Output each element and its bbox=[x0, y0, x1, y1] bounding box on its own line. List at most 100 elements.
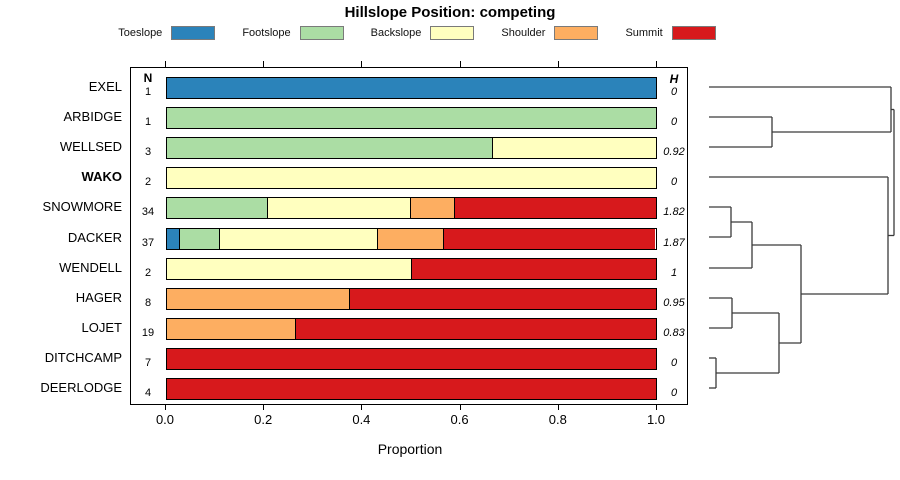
bar-segment-footslope bbox=[167, 138, 494, 159]
bar-segment-summit bbox=[167, 379, 656, 399]
row-label-wendell: WENDELL bbox=[59, 259, 122, 275]
stacked-bar-ditchcamp bbox=[166, 347, 657, 370]
stacked-bar-arbidge bbox=[166, 107, 657, 130]
x-tick-label: 0.2 bbox=[254, 412, 273, 427]
plot-area: N H 1 0 1 0 3 0.92 2 0 34 1.82 37 1.87 2 1 8 0.95 19 0.83… bbox=[130, 67, 688, 405]
n-column-header: N bbox=[143, 71, 153, 85]
stacked-bar-wendell bbox=[166, 257, 657, 280]
h-value: 0 bbox=[670, 116, 678, 129]
legend-label: Backslope bbox=[370, 26, 422, 39]
x-tick-bottom bbox=[459, 404, 461, 410]
n-value: 3 bbox=[144, 146, 152, 159]
h-value: 0 bbox=[670, 356, 678, 369]
x-tick-top bbox=[557, 61, 559, 67]
x-tick-label: 0.6 bbox=[450, 412, 469, 427]
stacked-bar-dacker bbox=[166, 227, 657, 250]
row-label-dacker: DACKER bbox=[67, 229, 122, 245]
h-value: 0 bbox=[670, 387, 678, 399]
n-value: 1 bbox=[144, 116, 152, 129]
legend-item: Footslope bbox=[242, 25, 344, 40]
bar-segment-footslope bbox=[167, 198, 268, 219]
x-tick-top bbox=[165, 61, 166, 67]
x-tick-bottom bbox=[165, 404, 166, 410]
h-value: 0 bbox=[670, 86, 678, 98]
bar-segment-shoulder bbox=[411, 198, 455, 219]
stacked-bar-hager bbox=[166, 287, 657, 310]
h-column-header: H bbox=[669, 72, 679, 86]
n-value: 37 bbox=[141, 236, 155, 249]
stacked-bar-wellsed bbox=[166, 137, 657, 160]
bar-segment-toeslope bbox=[167, 78, 656, 98]
h-value: 1 bbox=[670, 266, 678, 279]
legend-label: Footslope bbox=[242, 26, 291, 39]
n-value: 19 bbox=[141, 326, 155, 339]
chart-title: Hillslope Position: competing bbox=[344, 4, 556, 21]
h-value: 1.82 bbox=[663, 206, 685, 219]
row-label-lojet: LOJET bbox=[81, 319, 122, 335]
x-tick-top bbox=[459, 61, 461, 67]
n-value: 7 bbox=[144, 356, 152, 369]
legend-label: Shoulder bbox=[501, 26, 546, 39]
n-value: 34 bbox=[141, 206, 155, 219]
row-label-ditchcamp: DITCHCAMP bbox=[44, 349, 122, 365]
row-label-snowmore: SNOWMORE bbox=[42, 199, 122, 215]
row-label-wako: WAKO bbox=[81, 169, 122, 185]
row-label-arbidge: ARBIDGE bbox=[63, 109, 122, 125]
legend-label: Summit bbox=[625, 26, 663, 39]
h-value: 1.87 bbox=[663, 236, 685, 249]
bar-segment-backslope bbox=[167, 168, 656, 189]
bar-segment-summit bbox=[350, 288, 656, 309]
n-value: 8 bbox=[144, 296, 152, 309]
legend-item: Summit bbox=[625, 25, 716, 40]
stacked-bar-lojet bbox=[166, 317, 657, 340]
legend-swatch-footslope bbox=[299, 25, 344, 40]
h-value: 0.92 bbox=[663, 146, 685, 159]
n-value: 2 bbox=[144, 266, 152, 279]
x-tick-top bbox=[656, 61, 657, 67]
bar-segment-shoulder bbox=[167, 288, 351, 309]
legend-item: Shoulder bbox=[501, 25, 599, 40]
bar-segment-toeslope bbox=[167, 228, 181, 249]
bar-segment-summit bbox=[167, 348, 656, 369]
h-value: 0.83 bbox=[663, 326, 685, 339]
legend-swatch-toeslope bbox=[171, 25, 216, 40]
row-label-exel: EXEL bbox=[88, 79, 122, 94]
row-label-wellsed: WELLSED bbox=[59, 139, 122, 155]
legend-swatch-summit bbox=[671, 25, 716, 40]
stacked-bar-wako bbox=[166, 167, 657, 190]
h-value: 0.95 bbox=[663, 296, 685, 309]
bar-segment-summit bbox=[444, 228, 656, 249]
legend-swatch-shoulder bbox=[554, 25, 599, 40]
legend-item: Backslope bbox=[370, 25, 475, 40]
x-tick-label: 0.0 bbox=[155, 412, 175, 427]
legend: Toeslope Footslope Backslope Shoulder Su… bbox=[0, 24, 834, 41]
legend-swatch-backslope bbox=[430, 25, 475, 40]
bar-segment-backslope bbox=[267, 198, 412, 219]
bar-segment-backslope bbox=[167, 258, 412, 279]
x-tick-label: 1.0 bbox=[646, 412, 666, 427]
bar-segment-footslope bbox=[180, 228, 220, 249]
bar-segment-summit bbox=[295, 318, 656, 339]
x-axis-title: Proportion bbox=[377, 441, 443, 457]
x-tick-bottom bbox=[656, 404, 657, 410]
x-tick-label: 0.4 bbox=[352, 412, 371, 427]
stacked-bar-deerlodge bbox=[166, 378, 657, 400]
bar-segment-summit bbox=[454, 198, 656, 219]
x-tick-bottom bbox=[557, 404, 559, 410]
bar-segment-backslope bbox=[493, 138, 656, 159]
x-tick-top bbox=[263, 61, 265, 67]
row-label-hager: HAGER bbox=[75, 289, 122, 305]
bar-segment-backslope bbox=[219, 228, 379, 249]
h-value: 0 bbox=[670, 176, 678, 189]
x-tick-bottom bbox=[361, 404, 363, 410]
legend-item: Toeslope bbox=[118, 25, 216, 40]
x-tick-top bbox=[361, 61, 363, 67]
stacked-bar-exel bbox=[166, 77, 657, 99]
n-value: 4 bbox=[144, 387, 152, 399]
n-value: 1 bbox=[144, 86, 152, 98]
x-tick-bottom bbox=[263, 404, 265, 410]
bar-segment-summit bbox=[411, 258, 656, 279]
bar-segment-shoulder bbox=[167, 318, 296, 339]
n-value: 2 bbox=[144, 176, 152, 189]
